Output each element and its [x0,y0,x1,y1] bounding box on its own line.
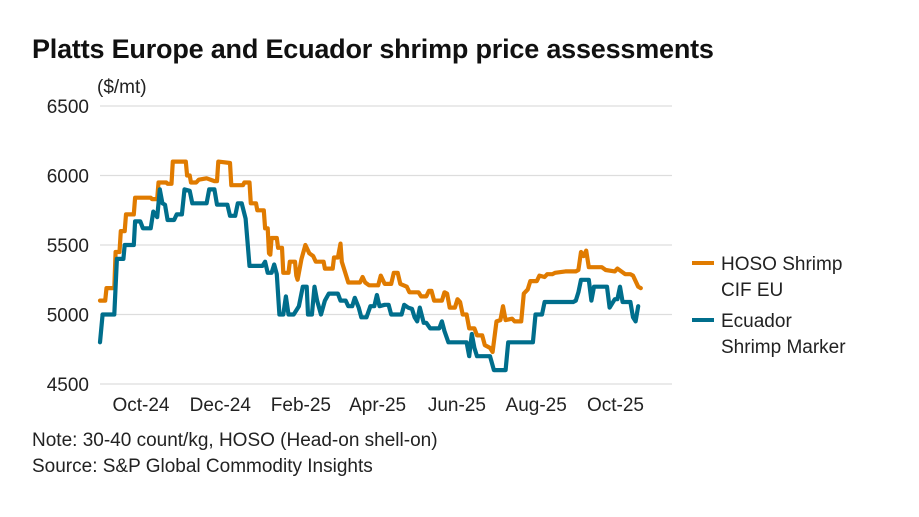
y-axis-unit-label: ($/mt) [97,77,147,98]
chart-source: Source: S&P Global Commodity Insights [32,456,373,477]
legend-label: Ecuador [721,311,792,332]
series-line-hoso-shrimp-cif-eu [97,159,643,355]
chart-note: Note: 30-40 count/kg, HOSO (Head-on shel… [32,430,438,451]
y-tick-label: 6500 [47,97,89,118]
series-line-ecuador-shrimp-marker [97,187,641,373]
y-tick-label: 6000 [47,167,89,188]
x-tick-label: Dec-24 [190,395,252,416]
gridlines [100,105,672,385]
legend-item: HOSO Shrimp CIF EU [692,254,842,301]
legend-label: HOSO Shrimp [721,254,842,275]
legend-item: Ecuador Shrimp Marker [692,311,846,358]
y-axis-ticks: 6500 6000 5500 5000 4500 [47,97,89,396]
x-tick-label: Feb-25 [271,395,331,416]
x-tick-label: Oct-24 [112,395,169,416]
legend-label: CIF EU [721,280,783,301]
y-tick-label: 5500 [47,236,89,257]
legend-label: Shrimp Marker [721,337,846,358]
x-tick-label: Oct-25 [587,395,644,416]
y-tick-label: 4500 [47,375,89,396]
x-axis-ticks: Oct-24 Dec-24 Feb-25 Apr-25 Jun-25 Aug-25 Oct-… [112,395,644,416]
x-tick-label: Jun-25 [428,395,486,416]
legend: HOSO Shrimp CIF EU Ecuador Shrimp Marker [692,254,846,358]
series-lines [97,159,643,373]
x-tick-label: Apr-25 [349,395,406,416]
x-tick-label: Aug-25 [506,395,567,416]
chart-title: Platts Europe and Ecuador shrimp price a… [32,34,714,64]
y-tick-label: 5000 [47,306,89,327]
